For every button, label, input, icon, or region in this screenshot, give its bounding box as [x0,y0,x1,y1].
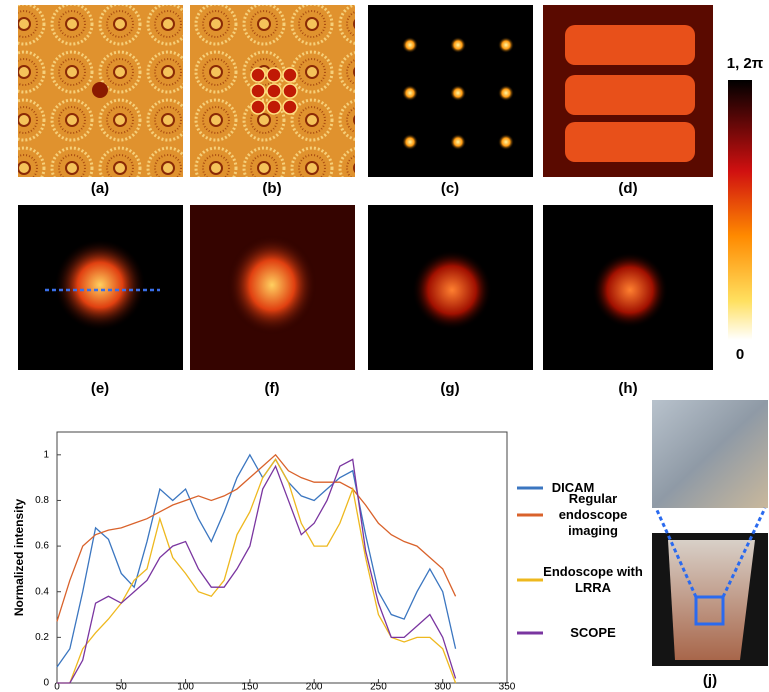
legend-label: Regular endoscope imaging [543,491,643,539]
x-tick-label: 150 [242,682,259,692]
figure: 0 50 100 150 200 250 300 350 0 0.2 0.4 0.6 0.8 1 Norma… [0,0,769,692]
panel-label: (a) [70,180,130,197]
legend-label: SCOPE [543,625,643,641]
panel-label: (h) [598,380,658,397]
panel-label: (b) [242,180,302,197]
panel-label: (f) [242,380,302,397]
x-tick-label: 250 [370,682,387,692]
x-tick-label: 300 [434,682,451,692]
y-tick-label: 0.4 [35,586,49,597]
panel-label: (d) [598,180,658,197]
y-axis-label: Normalized intensity [12,498,26,616]
x-tick-label: 350 [499,682,516,692]
colorbar-min: 0 [710,346,769,363]
panel-label: (e) [70,380,130,397]
x-tick-label: 50 [116,682,128,692]
panel-label: (j) [680,672,740,689]
panel-label: (g) [420,380,480,397]
y-tick-label: 0.2 [35,632,49,643]
y-tick-label: 0.6 [35,541,49,552]
y-tick-label: 0.8 [35,495,49,506]
panel-label: (c) [420,180,480,197]
x-tick-label: 100 [177,682,194,692]
series-line [57,459,456,683]
series-line [57,455,456,622]
x-tick-label: 200 [306,682,323,692]
legend-label: Endoscope with LRRA [543,564,643,596]
figure-art: 0 50 100 150 200 250 300 350 0 0.2 0.4 0.6 0.8 1 Norma… [0,0,769,692]
colorbar-max: 1, 2π [710,55,769,72]
y-tick-label: 1 [43,449,49,460]
y-tick-label: 0 [43,678,49,689]
series-line [57,455,456,667]
